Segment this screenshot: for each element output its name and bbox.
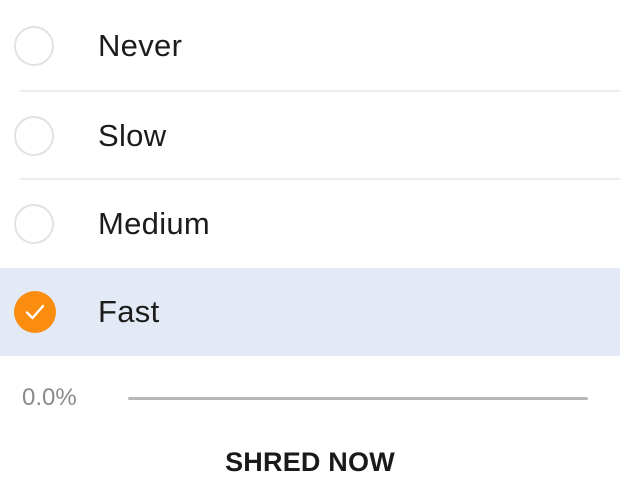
divider (20, 178, 620, 180)
radio-unchecked-icon[interactable] (14, 116, 54, 156)
speed-option-never[interactable]: Never (0, 0, 620, 92)
divider (20, 90, 620, 92)
speed-option-fast[interactable]: Fast (0, 268, 620, 356)
radio-checked-icon[interactable] (14, 291, 56, 333)
checkmark-icon (25, 304, 45, 320)
progress-bar (128, 397, 588, 400)
radio-unchecked-icon[interactable] (14, 204, 54, 244)
shred-progress: 0.0% (0, 368, 620, 428)
speed-option-label: Fast (98, 294, 160, 329)
radio-unchecked-icon[interactable] (14, 26, 54, 66)
speed-option-label: Medium (98, 206, 211, 241)
speed-option-slow[interactable]: Slow (0, 92, 620, 180)
speed-option-list: Never Slow Medium Fast (0, 0, 620, 356)
speed-option-label: Never (98, 28, 183, 63)
progress-percentage: 0.0% (22, 384, 77, 411)
shred-now-button[interactable]: SHRED NOW (160, 440, 460, 484)
speed-option-medium[interactable]: Medium (0, 180, 620, 268)
speed-option-label: Slow (98, 118, 167, 153)
